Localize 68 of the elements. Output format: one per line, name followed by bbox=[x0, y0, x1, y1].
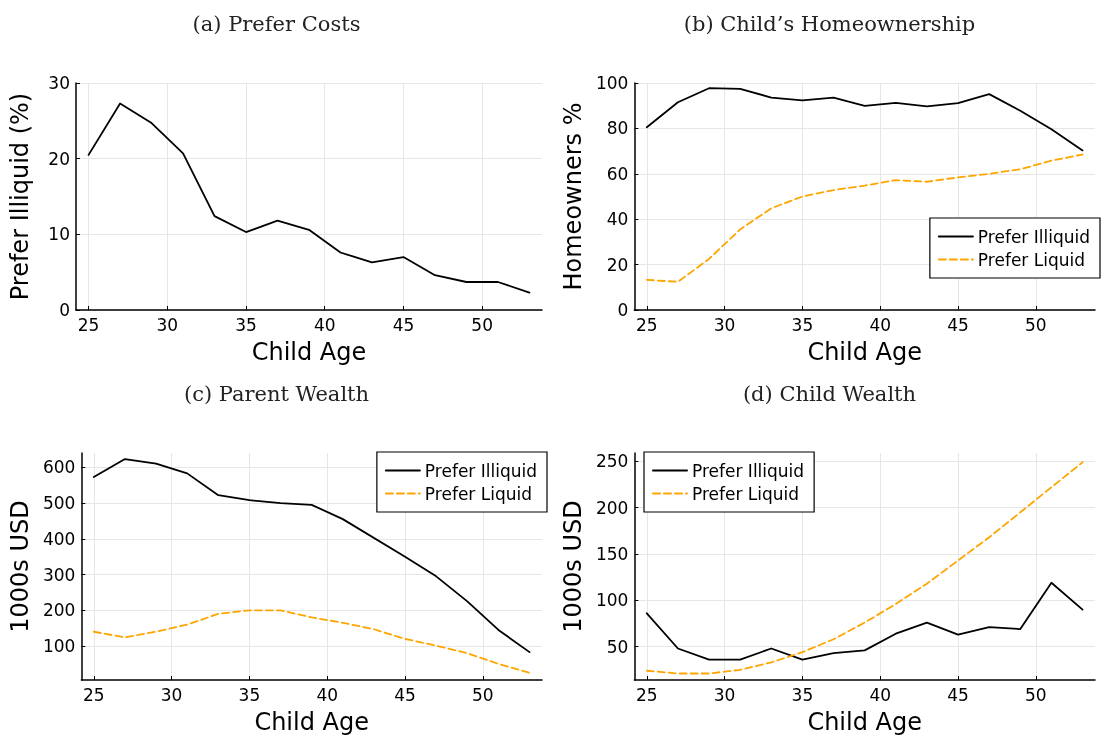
y-tick-label: 20 bbox=[48, 148, 70, 169]
x-tick-label: 40 bbox=[869, 314, 892, 335]
chart-title: (b) Child’s Homeownership bbox=[683, 11, 976, 36]
x-tick-label: 35 bbox=[235, 314, 257, 335]
x-tick-label: 30 bbox=[160, 684, 183, 705]
y-tick-label: 60 bbox=[606, 163, 629, 184]
x-tick-label: 45 bbox=[394, 684, 416, 705]
y-tick-label: 600 bbox=[42, 457, 76, 478]
y-tick-label: 50 bbox=[606, 636, 629, 657]
y-tick-label: 10 bbox=[48, 224, 70, 245]
x-tick-label: 45 bbox=[947, 684, 969, 705]
y-tick-label: 400 bbox=[42, 528, 76, 549]
legend-label: Prefer Liquid bbox=[692, 483, 800, 504]
line-series bbox=[645, 461, 1084, 675]
y-tick-label: 100 bbox=[42, 636, 76, 657]
x-axis-title: Child Age bbox=[254, 708, 369, 736]
x-tick-label: 30 bbox=[713, 684, 736, 705]
y-tick-label: 30 bbox=[48, 73, 70, 93]
x-axis-title: Child Age bbox=[251, 338, 367, 366]
x-tick-label: 30 bbox=[713, 314, 736, 335]
legend-label: Prefer Liquid bbox=[424, 483, 533, 504]
x-tick-label: 50 bbox=[1025, 314, 1047, 335]
y-axis-title: 1000s USD bbox=[559, 500, 587, 633]
legend-label: Prefer Illiquid bbox=[692, 460, 805, 481]
y-tick-label: 300 bbox=[42, 564, 76, 585]
line-series bbox=[92, 609, 531, 674]
x-tick-label: 25 bbox=[635, 314, 658, 335]
y-tick-label: 200 bbox=[42, 600, 76, 621]
x-tick-label: 45 bbox=[392, 314, 415, 335]
legend-label: Prefer Illiquid bbox=[977, 226, 1091, 247]
legend-label: Prefer Illiquid bbox=[424, 460, 538, 481]
y-tick-label: 200 bbox=[595, 497, 629, 518]
y-tick-label: 100 bbox=[595, 590, 629, 611]
legend-label: Prefer Liquid bbox=[977, 249, 1086, 270]
x-tick-label: 50 bbox=[1025, 684, 1047, 705]
line-series bbox=[87, 102, 531, 294]
y-axis-title: Prefer Illiquid (%) bbox=[6, 92, 34, 301]
x-axis-title: Child Age bbox=[807, 708, 922, 736]
y-tick-label: 0 bbox=[59, 300, 70, 320]
line-series bbox=[645, 87, 1084, 152]
x-tick-label: 45 bbox=[947, 314, 969, 335]
x-axis-title: Child Age bbox=[807, 338, 922, 366]
y-tick-label: 80 bbox=[606, 118, 629, 139]
x-tick-label: 25 bbox=[82, 684, 105, 705]
y-tick-label: 250 bbox=[595, 451, 629, 472]
chart-title: (a) Prefer Costs bbox=[192, 11, 361, 36]
x-tick-label: 25 bbox=[635, 684, 658, 705]
y-tick-label: 0 bbox=[617, 300, 629, 320]
y-tick-label: 20 bbox=[606, 254, 629, 275]
y-tick-label: 500 bbox=[42, 493, 76, 514]
x-tick-label: 25 bbox=[77, 314, 100, 335]
x-tick-label: 40 bbox=[869, 684, 892, 705]
y-tick-label: 100 bbox=[595, 73, 629, 93]
line-series bbox=[645, 581, 1084, 661]
x-tick-label: 35 bbox=[791, 314, 814, 335]
x-tick-label: 35 bbox=[791, 684, 814, 705]
y-axis-title: Homeowners % bbox=[559, 102, 587, 291]
chart-title: (d) Child Wealth bbox=[742, 381, 917, 406]
x-tick-label: 30 bbox=[156, 314, 179, 335]
x-tick-label: 40 bbox=[313, 314, 336, 335]
x-tick-label: 40 bbox=[316, 684, 339, 705]
y-axis-title: 1000s USD bbox=[6, 500, 34, 633]
chart-title: (c) Parent Wealth bbox=[183, 381, 370, 406]
y-tick-label: 40 bbox=[606, 209, 629, 230]
x-tick-label: 50 bbox=[472, 684, 494, 705]
x-tick-label: 35 bbox=[238, 684, 261, 705]
x-tick-label: 50 bbox=[471, 314, 493, 335]
y-tick-label: 150 bbox=[595, 543, 629, 564]
